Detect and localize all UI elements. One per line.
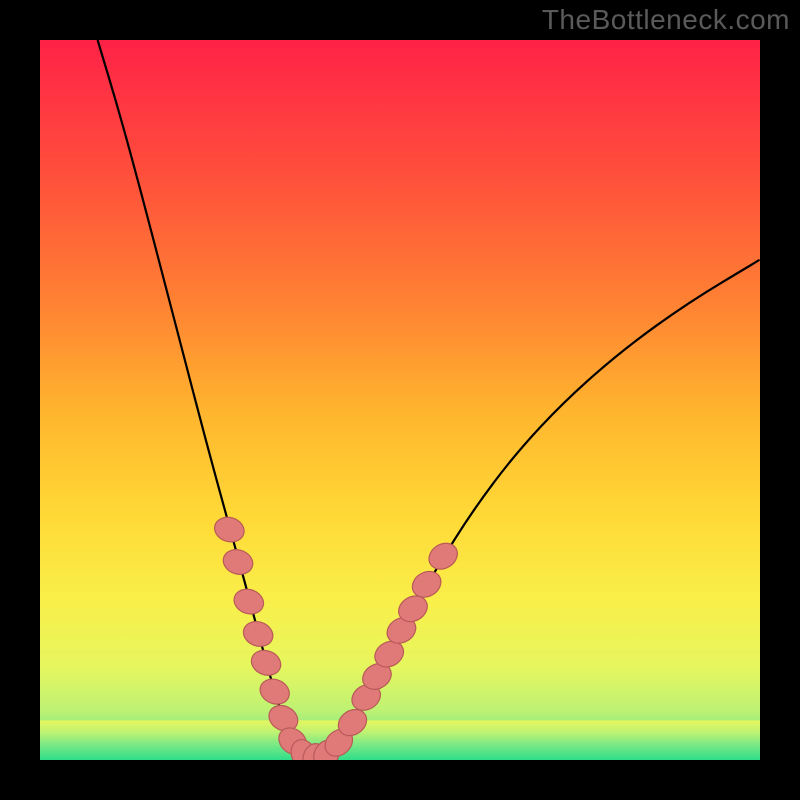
watermark-text: TheBottleneck.com — [542, 4, 790, 36]
baseline-band — [40, 720, 760, 760]
chart-stage: TheBottleneck.com — [0, 0, 800, 800]
chart-svg — [0, 0, 800, 800]
